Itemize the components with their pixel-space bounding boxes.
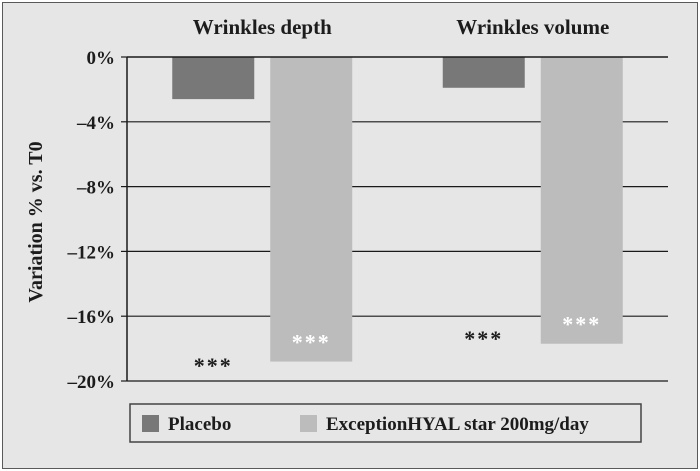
y-tick-label: –16% [67, 307, 116, 328]
legend-label-placebo: Placebo [168, 414, 231, 435]
y-axis-label: Variation % vs. T0 [25, 141, 47, 302]
legend-swatch-exceptionhyal [300, 415, 317, 432]
bar [172, 57, 255, 100]
y-tick-label: –8% [76, 178, 115, 199]
significance-label: *** [194, 353, 233, 378]
significance-label: *** [292, 330, 331, 355]
bar [540, 57, 623, 344]
category-label: Wrinkles depth [193, 15, 332, 39]
significance-label: *** [562, 312, 601, 337]
y-tick-label: –12% [67, 242, 116, 263]
bar [270, 57, 353, 362]
y-ticks: 0% –4% –8% –12% –16% –20% [67, 48, 127, 393]
legend-swatch-placebo [142, 415, 159, 432]
y-tick-label: –4% [76, 113, 115, 134]
significance-labels: *** *** *** *** [194, 312, 601, 378]
legend-box [129, 403, 642, 443]
axes [126, 56, 668, 381]
y-tick-label: 0% [87, 48, 116, 69]
significance-label: *** [464, 326, 503, 351]
category-label: Wrinkles volume [456, 15, 609, 39]
legend-label-exceptionhyal: ExceptionHYAL star 200mg/day [326, 414, 589, 435]
legend: Placebo ExceptionHYAL star 200mg/day [129, 403, 642, 443]
category-labels: Wrinkles depth Wrinkles volume [193, 15, 610, 39]
y-tick-label: –20% [67, 372, 116, 393]
bars-group [172, 57, 623, 362]
bar [442, 57, 525, 88]
